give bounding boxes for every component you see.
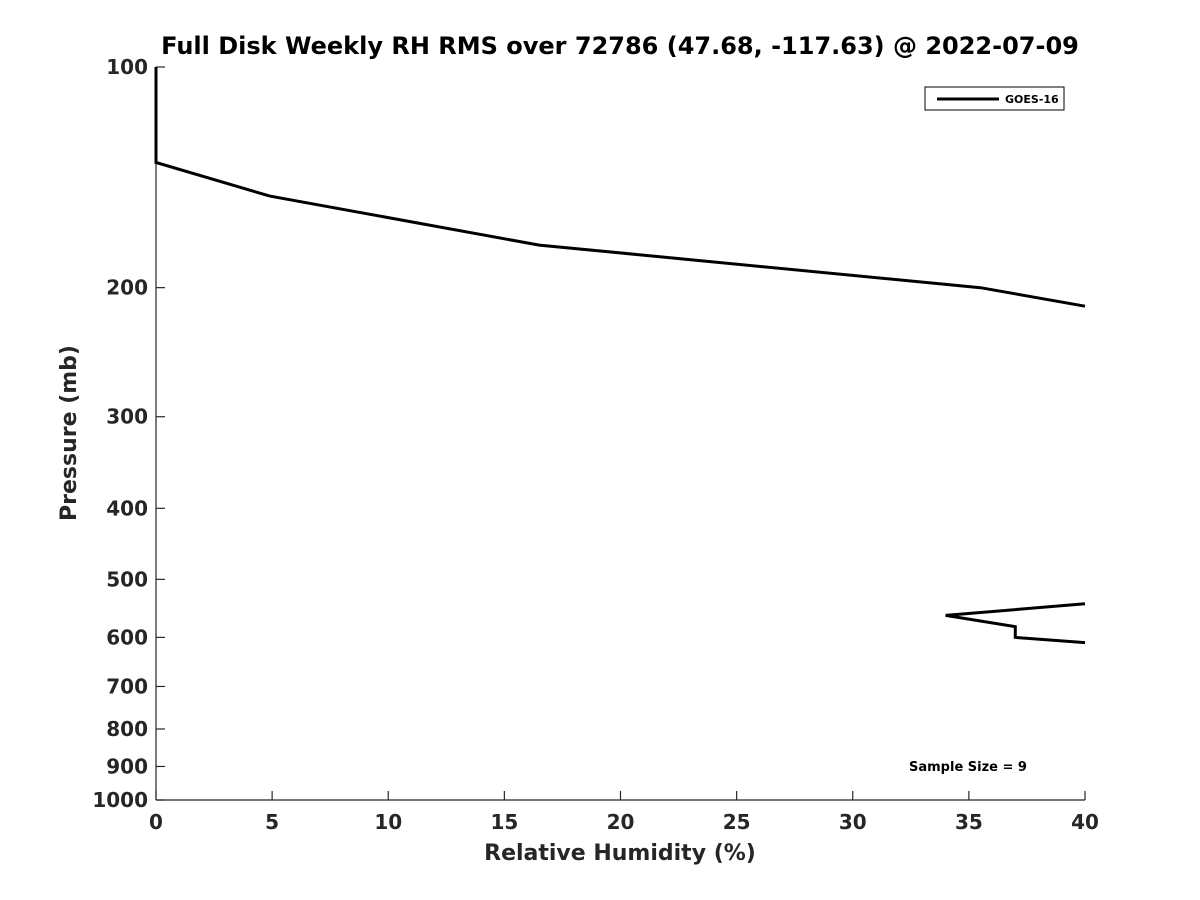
series-line-goes-16-segment-2 xyxy=(945,602,1086,645)
x-tick-label: 5 xyxy=(265,810,279,834)
x-tick-label: 15 xyxy=(490,810,518,834)
y-axis-label: Pressure (mb) xyxy=(57,345,82,521)
y-tick-label: 400 xyxy=(106,496,148,520)
sample-size-annotation: Sample Size = 9 xyxy=(909,760,1027,775)
y-ticks: 100 200 300 400 500 600 700 800 900 1000 xyxy=(92,55,165,812)
series-line-goes-16-segment-1 xyxy=(154,67,1086,308)
x-tick-label: 0 xyxy=(149,810,163,834)
x-tick-label: 30 xyxy=(839,810,867,834)
y-tick-label: 500 xyxy=(106,567,148,591)
legend: GOES-16 xyxy=(924,86,1065,111)
x-tick-label: 10 xyxy=(374,810,402,834)
y-tick-label: 100 xyxy=(106,55,148,79)
x-tick-label: 20 xyxy=(607,810,635,834)
y-tick-label: 900 xyxy=(106,754,148,778)
x-tick-label: 35 xyxy=(955,810,983,834)
x-tick-label: 40 xyxy=(1071,810,1099,834)
y-tick-label: 200 xyxy=(106,276,148,300)
y-tick-label: 1000 xyxy=(92,788,148,812)
series-layer xyxy=(154,67,1086,645)
y-tick-label: 600 xyxy=(106,625,148,649)
y-tick-label: 800 xyxy=(106,717,148,741)
y-tick-label: 700 xyxy=(106,674,148,698)
x-axis-label: Relative Humidity (%) xyxy=(484,841,756,866)
x-ticks: 0 5 10 15 20 25 30 35 40 xyxy=(149,791,1099,834)
plot-axes xyxy=(155,67,1085,801)
y-tick-label: 300 xyxy=(106,405,148,429)
chart-title: Full Disk Weekly RH RMS over 72786 (47.6… xyxy=(161,32,1079,60)
x-tick-label: 25 xyxy=(723,810,751,834)
legend-label-goes-16: GOES-16 xyxy=(1005,93,1059,106)
